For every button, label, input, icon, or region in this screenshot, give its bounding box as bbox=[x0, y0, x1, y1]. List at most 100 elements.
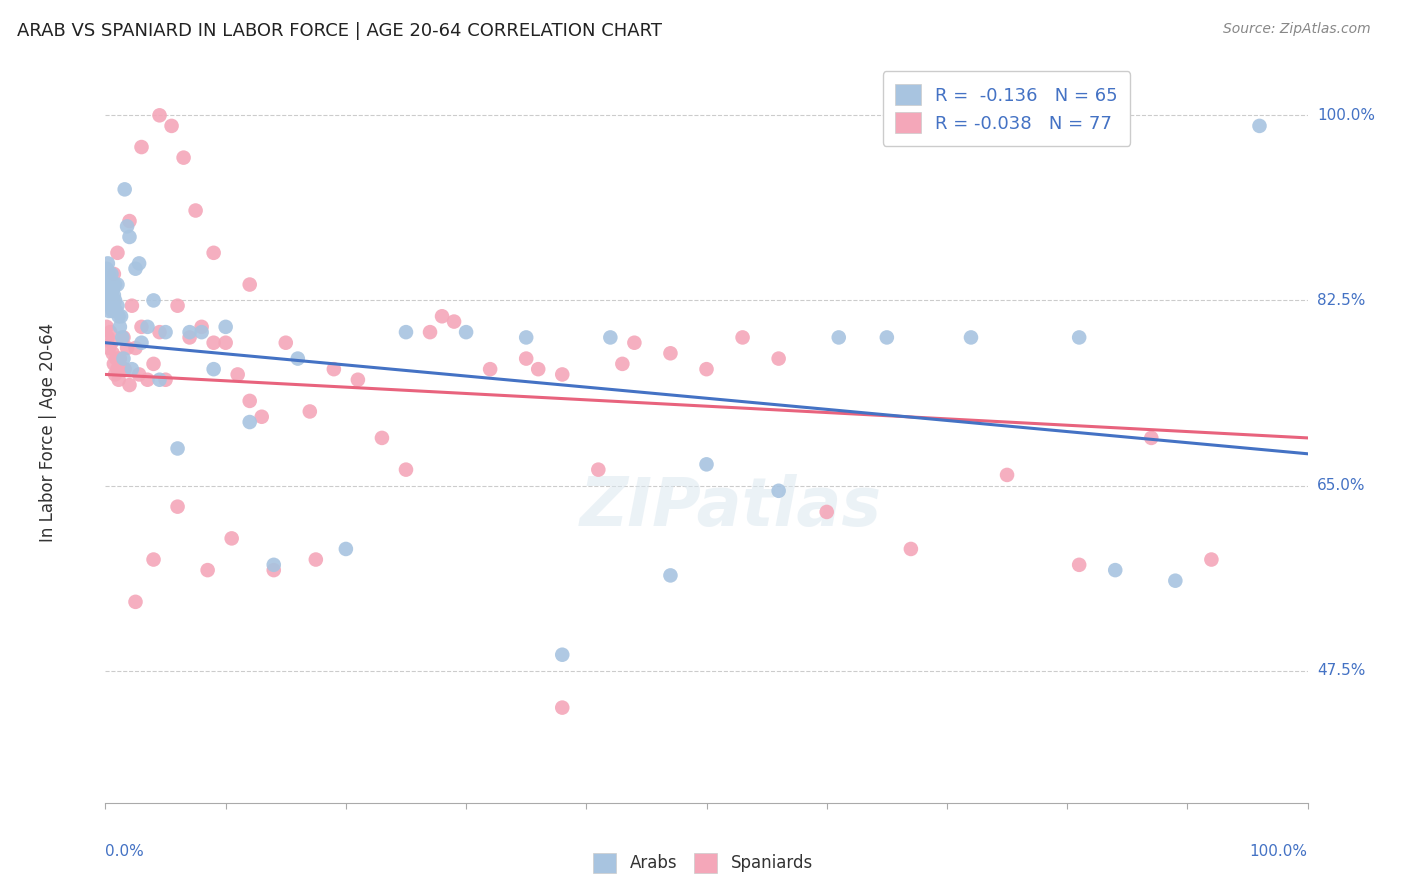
Point bbox=[97, 256, 120, 270]
Point bbox=[101, 283, 124, 297]
Point bbox=[108, 319, 131, 334]
Point bbox=[121, 299, 143, 313]
Point bbox=[96, 319, 118, 334]
Point bbox=[202, 335, 225, 350]
Point bbox=[112, 351, 135, 366]
Point bbox=[155, 325, 177, 339]
Point bbox=[1104, 563, 1126, 577]
Point bbox=[98, 304, 121, 318]
Point bbox=[98, 325, 121, 339]
Point bbox=[876, 330, 898, 344]
Point bbox=[298, 404, 321, 418]
Point bbox=[105, 351, 128, 366]
Point bbox=[239, 277, 262, 292]
Point bbox=[419, 325, 441, 339]
Point bbox=[115, 341, 138, 355]
Point bbox=[98, 267, 121, 281]
Point bbox=[100, 335, 122, 350]
Point bbox=[173, 151, 195, 165]
Point bbox=[98, 299, 121, 313]
Point bbox=[197, 563, 219, 577]
Text: In Labor Force | Age 20-64: In Labor Force | Age 20-64 bbox=[39, 323, 56, 542]
Point bbox=[551, 648, 574, 662]
Point bbox=[190, 319, 212, 334]
Point bbox=[551, 700, 574, 714]
Point bbox=[104, 277, 127, 292]
Legend: R =  -0.136   N = 65, R = -0.038   N = 77: R = -0.136 N = 65, R = -0.038 N = 77 bbox=[883, 71, 1130, 145]
Point bbox=[148, 108, 170, 122]
Text: 47.5%: 47.5% bbox=[1317, 663, 1365, 678]
Point bbox=[108, 351, 131, 366]
Point bbox=[112, 330, 135, 344]
Point bbox=[305, 552, 328, 566]
Point bbox=[136, 373, 159, 387]
Point bbox=[97, 330, 120, 344]
Text: 100.0%: 100.0% bbox=[1317, 108, 1375, 123]
Point bbox=[131, 335, 153, 350]
Point bbox=[107, 362, 129, 376]
Point bbox=[179, 325, 201, 339]
Point bbox=[623, 335, 645, 350]
Point bbox=[179, 330, 201, 344]
Point bbox=[148, 325, 170, 339]
Point bbox=[110, 362, 132, 376]
Point bbox=[515, 330, 537, 344]
Point bbox=[395, 462, 418, 476]
Point bbox=[107, 310, 129, 324]
Point bbox=[160, 119, 183, 133]
Point bbox=[104, 368, 127, 382]
Point bbox=[124, 595, 146, 609]
Point bbox=[101, 346, 124, 360]
Point bbox=[142, 293, 165, 308]
Point bbox=[97, 288, 120, 302]
Point bbox=[98, 293, 121, 308]
Point bbox=[960, 330, 983, 344]
Point bbox=[136, 319, 159, 334]
Point bbox=[1201, 552, 1223, 566]
Point bbox=[202, 362, 225, 376]
Point bbox=[263, 563, 285, 577]
Point bbox=[118, 230, 141, 244]
Point bbox=[1140, 431, 1163, 445]
Point bbox=[221, 532, 243, 546]
Text: ZIPatlas: ZIPatlas bbox=[579, 474, 882, 540]
Point bbox=[1164, 574, 1187, 588]
Point bbox=[103, 267, 125, 281]
Point bbox=[527, 362, 550, 376]
Point bbox=[115, 219, 138, 234]
Point bbox=[166, 500, 188, 514]
Point bbox=[612, 357, 634, 371]
Text: 82.5%: 82.5% bbox=[1317, 293, 1365, 308]
Point bbox=[599, 330, 621, 344]
Point bbox=[100, 277, 122, 292]
Point bbox=[101, 304, 124, 318]
Point bbox=[287, 351, 309, 366]
Point bbox=[114, 182, 136, 196]
Point bbox=[100, 299, 122, 313]
Text: Source: ZipAtlas.com: Source: ZipAtlas.com bbox=[1223, 22, 1371, 37]
Text: 100.0%: 100.0% bbox=[1250, 844, 1308, 858]
Point bbox=[128, 368, 150, 382]
Point bbox=[100, 267, 122, 281]
Point bbox=[98, 283, 121, 297]
Point bbox=[131, 319, 153, 334]
Point bbox=[103, 288, 125, 302]
Point bbox=[274, 335, 297, 350]
Point bbox=[96, 261, 118, 276]
Point bbox=[142, 552, 165, 566]
Point bbox=[103, 299, 125, 313]
Point bbox=[202, 245, 225, 260]
Point bbox=[104, 293, 127, 308]
Point bbox=[430, 310, 453, 324]
Point bbox=[551, 368, 574, 382]
Point bbox=[103, 357, 125, 371]
Point bbox=[768, 483, 790, 498]
Point bbox=[395, 325, 418, 339]
Point bbox=[114, 362, 136, 376]
Text: 0.0%: 0.0% bbox=[105, 844, 145, 858]
Point bbox=[815, 505, 838, 519]
Point bbox=[696, 362, 718, 376]
Point bbox=[1069, 330, 1091, 344]
Point bbox=[98, 272, 121, 286]
Point bbox=[214, 319, 236, 334]
